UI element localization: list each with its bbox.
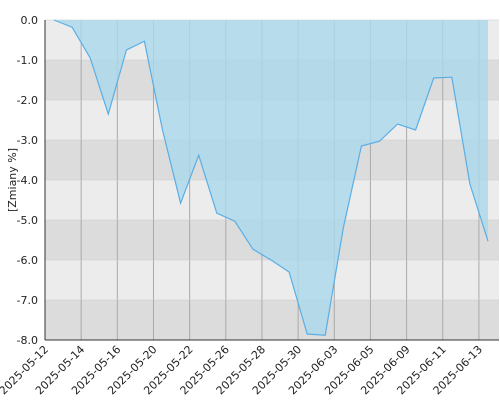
- y-tick-label: -2.0: [17, 94, 38, 107]
- y-tick-label: -3.0: [17, 134, 38, 147]
- area: [54, 20, 488, 336]
- y-tick-label: -4.0: [17, 174, 38, 187]
- y-axis-label: [Zmiany %]: [6, 148, 19, 212]
- y-tick-label: 0.0: [21, 14, 39, 27]
- grid-band: [45, 300, 499, 340]
- y-tick-label: -6.0: [17, 254, 38, 267]
- grid-band: [45, 260, 499, 300]
- line: [53, 19, 489, 336]
- y-tick-label: -8.0: [17, 334, 38, 347]
- y-tick-label: -5.0: [17, 214, 38, 227]
- y-tick-label: -1.0: [17, 54, 38, 67]
- y-tick-label: -7.0: [17, 294, 38, 307]
